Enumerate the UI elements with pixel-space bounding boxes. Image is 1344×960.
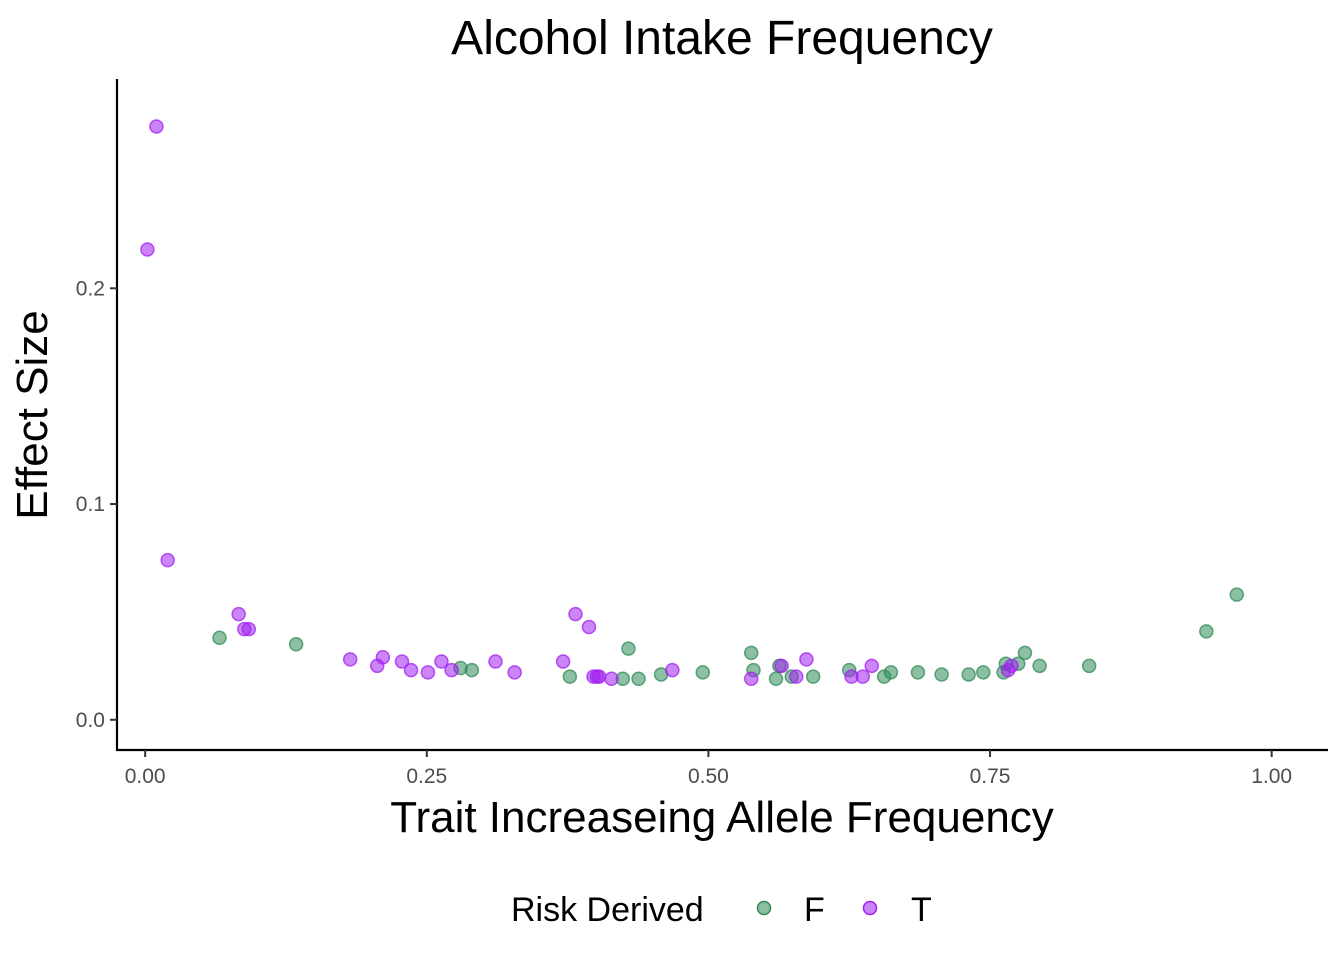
legend-title: Risk Derived	[511, 891, 704, 929]
data-point-f	[562, 669, 578, 684]
y-tick-label: 0.2	[76, 277, 105, 300]
data-point-t	[375, 649, 391, 665]
data-point-t	[160, 552, 175, 568]
data-point-f	[743, 645, 759, 661]
y-tick-label: 0.1	[76, 493, 105, 516]
data-point-t	[420, 665, 436, 680]
legend-label-f: F	[804, 891, 825, 929]
data-point-f	[1199, 624, 1214, 639]
data-point-t	[241, 621, 257, 637]
x-axis-title: Trait Increaseing Allele Frequency	[390, 793, 1054, 842]
x-tick-label: 1.00	[1251, 765, 1292, 788]
data-point-f	[621, 641, 636, 656]
data-point-t	[864, 658, 880, 674]
data-point-t	[149, 119, 164, 134]
data-point-f	[1229, 587, 1245, 602]
data-point-t	[743, 671, 759, 687]
data-point-t	[581, 619, 597, 635]
data-point-t	[604, 671, 619, 687]
data-point-f	[961, 667, 976, 682]
data-point-t	[342, 652, 358, 667]
legend: Risk Derived F T	[511, 891, 932, 929]
data-point-f	[288, 637, 304, 652]
y-tick-label: 0.0	[76, 709, 105, 732]
data-point-t	[507, 665, 522, 680]
points-layer	[140, 119, 1245, 687]
data-point-f	[805, 669, 821, 684]
data-point-f	[695, 665, 711, 680]
chart-title: Alcohol Intake Frequency	[451, 12, 993, 65]
legend-key-f	[756, 900, 772, 916]
data-point-f	[910, 665, 926, 680]
legend-key-t	[862, 900, 878, 916]
x-axis-ticks: 0.00 0.25 0.50 0.75 1.00	[125, 750, 1292, 788]
x-tick-label: 0.25	[406, 765, 447, 788]
legend-label-t: T	[911, 891, 932, 929]
data-point-t	[591, 669, 607, 684]
data-point-f	[1032, 658, 1047, 674]
data-point-t	[394, 654, 410, 669]
data-point-t	[555, 654, 571, 669]
data-point-t	[1004, 658, 1019, 674]
data-point-f	[464, 662, 480, 678]
data-point-t	[434, 654, 449, 669]
data-point-t	[488, 654, 503, 669]
data-point-t	[403, 662, 419, 678]
y-axis-title: Effect Size	[8, 310, 57, 520]
data-point-t	[140, 242, 155, 257]
data-point-f	[934, 667, 949, 682]
data-point-t	[444, 662, 459, 678]
x-tick-label: 0.75	[970, 765, 1011, 788]
data-point-t	[231, 606, 246, 622]
data-point-f	[976, 665, 991, 680]
data-point-t	[855, 669, 871, 684]
data-point-t	[568, 606, 583, 622]
data-point-f	[1081, 658, 1097, 674]
data-point-t	[799, 652, 814, 667]
x-tick-label: 0.50	[688, 765, 729, 788]
data-point-f	[883, 665, 899, 680]
data-point-f	[212, 630, 227, 646]
data-point-t	[789, 669, 804, 684]
data-point-t	[665, 662, 680, 678]
data-point-f	[631, 671, 646, 687]
data-point-t	[774, 658, 789, 674]
data-point-f	[768, 671, 784, 687]
x-tick-label: 0.00	[125, 765, 166, 788]
data-point-f	[1017, 645, 1033, 661]
y-axis-ticks: 0.0 0.1 0.2	[76, 277, 117, 732]
